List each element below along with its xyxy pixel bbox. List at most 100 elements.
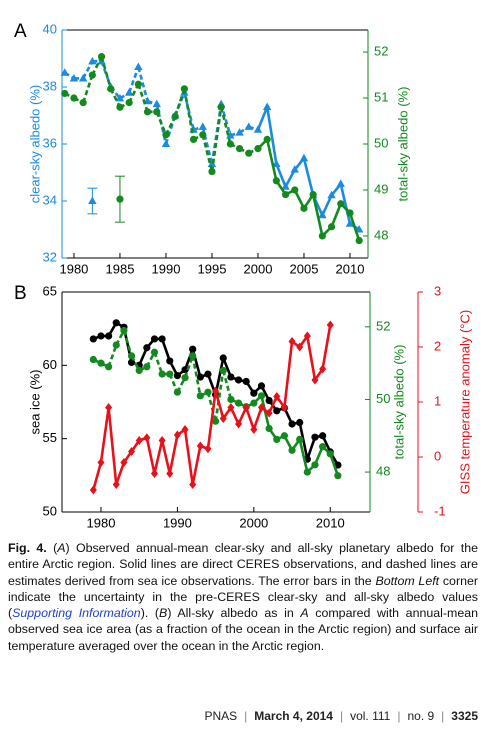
line-segment — [107, 407, 118, 485]
circle-marker — [199, 131, 207, 139]
triangle-marker — [262, 102, 272, 110]
circle-marker — [97, 359, 105, 367]
line-segment — [329, 453, 340, 477]
diamond-marker — [250, 425, 258, 434]
triangle-marker — [336, 179, 345, 187]
circle-marker — [158, 335, 166, 343]
circle-marker — [217, 103, 225, 111]
triangle-marker — [253, 125, 263, 133]
triangle-marker — [327, 190, 336, 199]
x-tick-label: 1995 — [198, 261, 227, 276]
line-segment — [127, 66, 140, 94]
circle-marker — [166, 370, 174, 378]
circle-marker — [166, 357, 174, 365]
circle-marker — [337, 200, 345, 208]
line-segment — [99, 407, 110, 463]
circle-marker — [272, 177, 280, 185]
triangle-marker — [134, 62, 143, 71]
x-tick-label: 1985 — [106, 261, 135, 276]
separator: | — [397, 709, 401, 723]
circle-marker — [79, 99, 87, 107]
date: March 4, 2014 — [254, 709, 333, 723]
circle-marker — [162, 131, 170, 139]
triangle-marker — [78, 73, 88, 82]
circle-marker — [153, 108, 161, 116]
y2-tick-label: 48 — [376, 464, 390, 479]
circle-marker — [245, 149, 253, 157]
triangle-marker — [152, 99, 161, 108]
line-segment — [81, 74, 94, 104]
circle-marker — [158, 370, 166, 378]
caption-text: Fig. 4. — [8, 541, 47, 555]
line-segment — [183, 429, 194, 485]
line-segment — [339, 183, 352, 225]
diamond-marker — [257, 403, 265, 412]
page-number: 3325 — [451, 709, 478, 723]
circle-marker — [281, 190, 290, 199]
triangle-marker — [88, 196, 97, 204]
y2-tick-label: 50 — [374, 135, 388, 150]
circle-marker — [173, 372, 182, 380]
line-segment — [348, 212, 361, 241]
circle-marker — [242, 377, 250, 386]
y3-tick-label: 0 — [434, 448, 441, 463]
circle-marker — [171, 112, 179, 121]
triangle-marker — [299, 153, 309, 162]
x-tick-label: 2005 — [290, 261, 319, 276]
circle-marker — [300, 204, 308, 212]
circle-marker — [288, 446, 296, 454]
caption-text[interactable]: Supporting Information — [12, 606, 141, 621]
caption-text: ) Observed annual-mean clear-sky and all… — [8, 541, 478, 588]
triangle-marker — [124, 88, 134, 96]
line-segment — [306, 436, 317, 460]
caption-text: A — [57, 541, 66, 555]
circle-marker — [227, 395, 235, 404]
diamond-marker — [135, 436, 143, 445]
circle-marker — [112, 341, 120, 349]
diamond-marker — [319, 364, 327, 374]
line-segment — [321, 324, 332, 370]
circle-marker — [235, 144, 244, 153]
circle-marker — [212, 417, 220, 425]
line-segment — [183, 88, 195, 140]
y-tick-label: 36 — [43, 135, 57, 150]
line-segment — [100, 56, 113, 90]
triangle-marker — [115, 93, 125, 102]
circle-marker — [254, 144, 262, 153]
diamond-marker — [265, 408, 273, 418]
diamond-marker — [112, 480, 120, 489]
circle-marker — [250, 399, 258, 407]
circle-marker — [105, 332, 113, 340]
y-tick-label: 55 — [43, 430, 57, 445]
circle-marker — [311, 433, 319, 441]
circle-marker — [150, 348, 159, 356]
y2-tick-label: 52 — [376, 318, 390, 333]
diamond-marker — [181, 425, 189, 434]
diamond-marker — [120, 458, 128, 467]
circle-marker — [326, 450, 334, 458]
y2-axis-label: total-sky albedo (%) — [395, 87, 410, 202]
y2-axis-label: total-sky albedo (%) — [391, 345, 406, 460]
triangle-marker — [272, 159, 281, 167]
circle-marker — [89, 335, 97, 343]
journal: PNAS — [204, 709, 238, 723]
line-segment — [183, 92, 195, 131]
y-tick-label: 40 — [43, 21, 57, 36]
circle-marker — [189, 352, 197, 360]
caption-text: Bottom Left — [375, 573, 440, 588]
circle-marker — [189, 345, 197, 353]
circle-marker — [61, 89, 69, 98]
line-segment — [173, 88, 186, 117]
diamond-marker — [212, 386, 220, 396]
circle-marker — [88, 71, 96, 79]
diamond-marker — [150, 469, 158, 478]
line-segment — [298, 422, 309, 460]
circle-marker — [291, 186, 299, 194]
circle-marker — [226, 140, 234, 148]
line-segment — [115, 462, 126, 485]
y-axis-label: sea ice (%) — [27, 369, 42, 434]
y-tick-label: 65 — [43, 283, 57, 298]
circle-marker — [181, 366, 189, 374]
y2-tick-label: 52 — [374, 44, 388, 59]
